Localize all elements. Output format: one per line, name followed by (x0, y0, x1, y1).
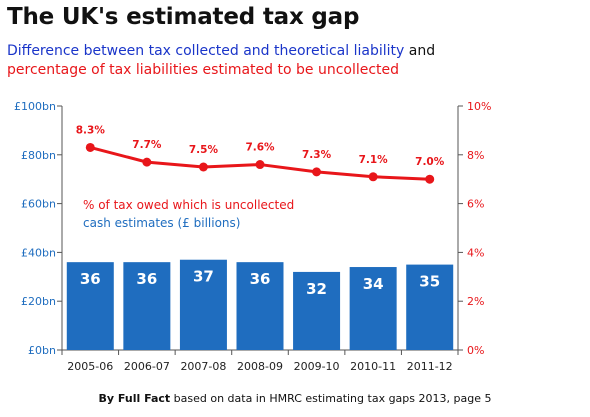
x-axis-category-label: 2006-07 (124, 360, 170, 373)
chart-subtitle: Difference between tax collected and the… (7, 42, 435, 80)
left-axis-tick-label: £60bn (21, 198, 56, 211)
left-axis-tick-label: £40bn (21, 246, 56, 259)
line-data-label: 7.6% (245, 142, 275, 154)
line-data-label: 7.5% (189, 144, 219, 156)
source-note: By Full Fact based on data in HMRC estim… (0, 392, 590, 405)
line-point (255, 160, 265, 170)
right-axis-tick-label: 4% (467, 246, 484, 259)
bar-data-label: 37 (193, 268, 214, 286)
x-axis-category-label: 2011-12 (407, 360, 453, 373)
bar (349, 267, 397, 350)
line-point (368, 172, 378, 182)
bar-data-label: 34 (363, 275, 384, 293)
subtitle-line-description: percentage of tax liabilities estimated … (7, 62, 400, 78)
bar (406, 264, 454, 350)
right-axis-tick-label: 6% (467, 198, 484, 211)
legend-bar-series: cash estimates (£ billions) (83, 216, 240, 230)
x-axis-category-label: 2008-09 (237, 360, 283, 373)
bar (236, 262, 284, 350)
line-point (312, 167, 322, 177)
x-axis-category-label: 2007-08 (180, 360, 226, 373)
line-data-label: 7.3% (302, 149, 332, 161)
line-point (198, 162, 208, 172)
line-data-label: 8.3% (76, 124, 106, 136)
line-data-label: 7.7% (132, 139, 162, 151)
left-axis-tick-label: £80bn (21, 149, 56, 162)
right-axis-tick-label: 10% (467, 100, 491, 113)
bar (293, 271, 341, 350)
bar-data-label: 35 (419, 273, 440, 291)
right-axis-tick-label: 8% (467, 149, 484, 162)
line-point (425, 174, 435, 184)
line-data-label: 7.1% (359, 154, 389, 166)
subtitle-conjunction: and (404, 43, 436, 59)
bar (179, 259, 227, 350)
legend-line-series: % of tax owed which is uncollected (83, 198, 294, 212)
left-axis-tick-label: £100bn (14, 100, 56, 113)
line-point (85, 142, 95, 152)
bar-data-label: 36 (136, 270, 157, 288)
x-axis-category-label: 2010-11 (350, 360, 396, 373)
right-axis-tick-label: 0% (467, 344, 484, 357)
source-text: based on data in HMRC estimating tax gap… (170, 392, 492, 405)
right-axis-tick-label: 2% (467, 295, 484, 308)
source-author: By Full Fact (98, 392, 171, 405)
bar-data-label: 32 (306, 280, 327, 298)
bar (123, 262, 171, 350)
left-axis-tick-label: £0bn (28, 344, 56, 357)
x-axis-category-label: 2009-10 (294, 360, 340, 373)
bar-data-label: 36 (80, 270, 101, 288)
left-axis-tick-label: £20bn (21, 295, 56, 308)
subtitle-bars-description: Difference between tax collected and the… (7, 43, 405, 59)
x-axis-category-label: 2005-06 (67, 360, 113, 373)
line-point (142, 157, 152, 167)
bar-data-label: 36 (250, 270, 271, 288)
bar (66, 262, 114, 350)
line-data-label: 7.0% (415, 156, 445, 168)
chart-title: The UK's estimated tax gap (7, 4, 360, 30)
